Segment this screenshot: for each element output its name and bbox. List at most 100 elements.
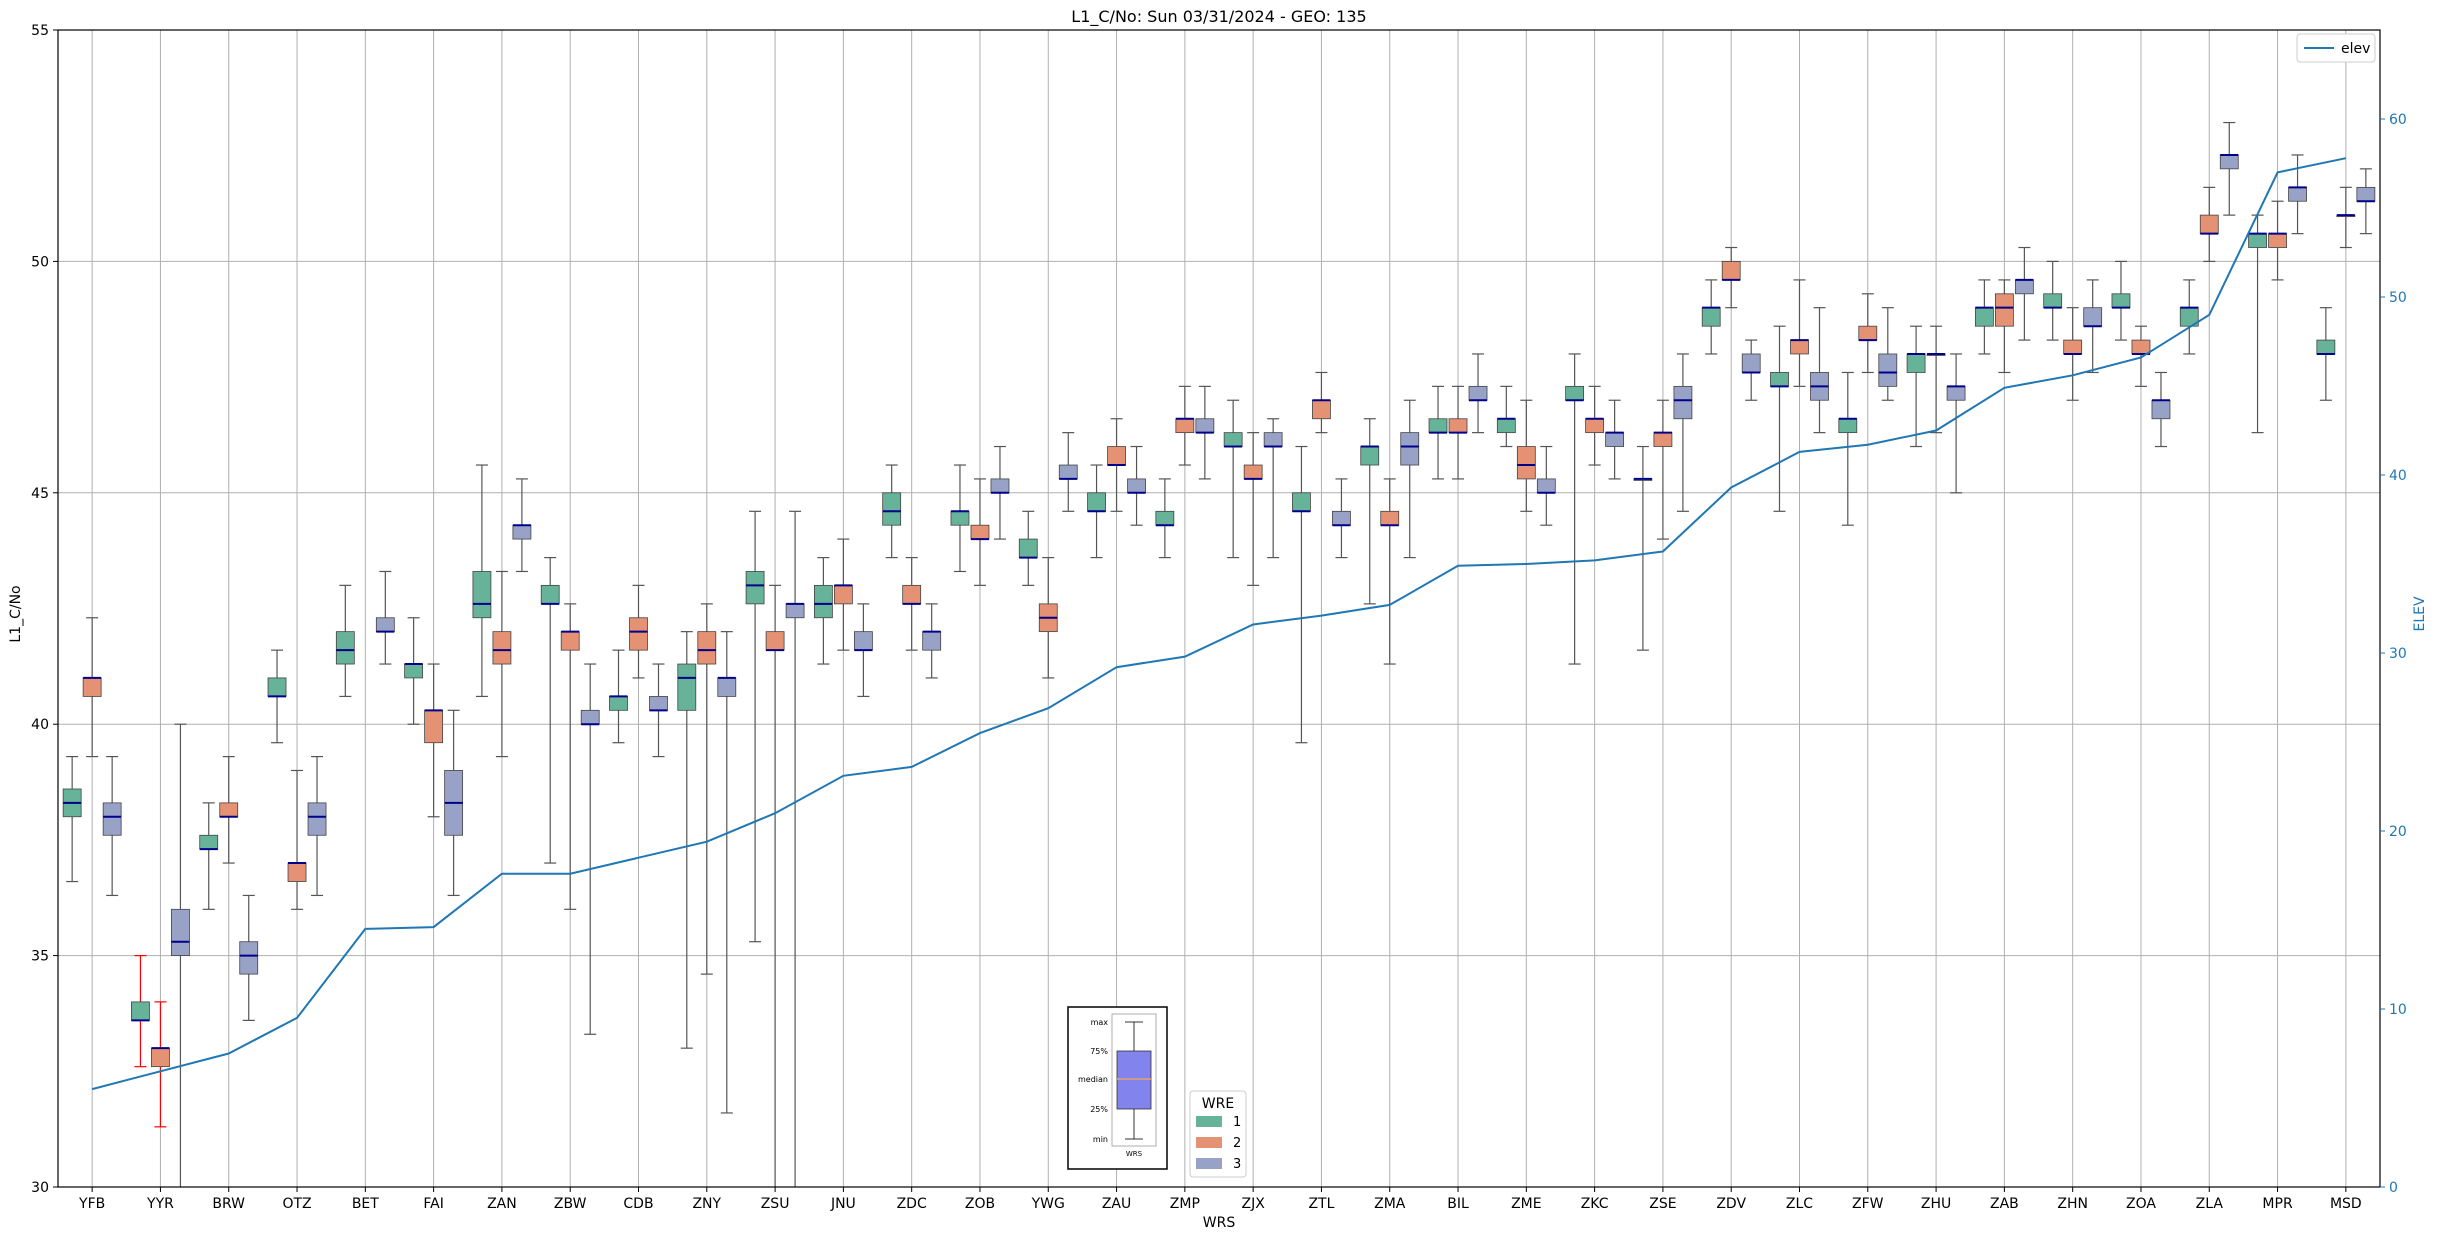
x-tick-label: MSD [2330,1196,2362,1212]
legend-wre-swatch [1196,1158,1222,1169]
box-zse-wre3 [1673,385,1693,420]
x-tick-label: CDB [623,1196,653,1212]
box-zob-wre3 [990,478,1010,494]
grid [58,29,2380,1188]
box-zbw-wre3 [580,709,600,725]
box-zbw-wre1 [540,584,560,605]
y2-axis-label: ELEV [2412,596,2428,631]
boxes [62,153,2376,1068]
box-zmp-wre2 [1175,418,1195,434]
box-zoa-wre3 [2151,399,2171,420]
y2-tick-label: 10 [2389,1002,2407,1018]
boxplot-explainer: max 75% median 25% min WRS [1067,1006,1168,1170]
legend-wre-swatch [1196,1116,1222,1127]
y-tick-label: 50 [31,254,49,270]
box-msd-wre1 [2316,339,2336,355]
box-zhn-wre1 [2043,293,2063,309]
box-zan-wre3 [512,524,532,540]
x-tick-label: ZMP [1170,1196,1200,1212]
box-zoa-wre2 [2131,339,2151,355]
explainer-box [1116,1050,1152,1110]
box-zdv-wre1 [1701,307,1721,327]
box-zjx-wre3 [1263,432,1283,447]
y-axis-label: L1_C/No [8,585,24,642]
box-ztl-wre1 [1292,492,1311,512]
legend-wre-swatch [1196,1137,1222,1148]
y-tick-label: 55 [31,23,49,39]
box-brw-wre3 [239,941,259,975]
y2-tick-label: 40 [2389,468,2407,484]
box-jnu-wre3 [853,631,873,651]
box-brw-wre1 [199,834,219,850]
box-zab-wre2 [1994,293,2014,327]
box-cdb-wre3 [649,696,668,711]
x-tick-label: ZHN [2057,1196,2088,1212]
box-zbw-wre2 [560,631,580,651]
explainer-xlabel: WRS [1126,1150,1143,1158]
y-tick-label: 45 [31,486,49,502]
box-bil-wre1 [1428,418,1448,434]
elev-line-group [91,157,2347,1091]
y-tick-label: 35 [31,949,49,965]
elev-line [91,157,2347,1091]
y2-tick-label: 50 [2389,290,2407,306]
box-zsu-wre1 [745,571,765,605]
x-tick-label: ZSU [761,1196,790,1212]
box-zsu-wre2 [765,631,785,651]
x-tick-label: ZMA [1374,1196,1406,1212]
x-tick-label: BET [352,1196,379,1212]
legend-wre: WRE 1 2 3 [1189,1090,1247,1178]
x-tick-label: ZOA [2126,1196,2156,1212]
x-tick-label: ZOB [965,1196,995,1212]
box-ywg-wre3 [1058,464,1078,480]
x-tick-label: ZDC [897,1196,927,1212]
box-zau-wre1 [1087,492,1106,512]
box-fai-wre1 [404,663,424,679]
box-zma-wre3 [1400,432,1420,466]
x-tick-label: ZBW [554,1196,587,1212]
box-zjx-wre1 [1223,432,1243,447]
x-tick-label: ZDV [1716,1196,1746,1212]
x-tick-label: YYR [146,1196,174,1212]
box-yyr-wre2 [151,1047,170,1068]
y-tick-label: 40 [31,717,49,733]
box-zob-wre2 [970,524,990,540]
box-cdb-wre2 [629,617,648,651]
box-zsu-wre3 [785,603,805,619]
legend-wre-frame [1189,1090,1247,1178]
box-zme-wre3 [1536,478,1556,494]
box-zse-wre2 [1653,432,1673,447]
box-jnu-wre2 [833,584,853,605]
legend-wre-title: WRE [1202,1096,1234,1112]
x-tick-label: YWG [1031,1196,1065,1212]
x-tick-label: ZTL [1308,1196,1334,1212]
box-zme-wre1 [1496,418,1516,434]
x-tick-label: MPR [2262,1196,2293,1212]
box-zny-wre1 [677,663,697,711]
explainer-label: 75% [1090,1047,1108,1056]
y-tick-label: 30 [31,1180,49,1196]
box-fai-wre2 [424,709,444,744]
x-tick-label: BIL [1447,1196,1469,1212]
box-zma-wre1 [1360,446,1380,466]
legend-elev-frame [2296,33,2376,63]
box-mpr-wre2 [2268,233,2287,248]
box-brw-wre2 [219,802,239,818]
x-tick-label: ZKC [1581,1196,1609,1212]
box-ztl-wre3 [1332,510,1351,526]
box-zny-wre3 [717,677,737,697]
chart-title: L1_C/No: Sun 03/31/2024 - GEO: 135 [1071,7,1366,27]
box-msd-wre3 [2356,186,2376,202]
box-zme-wre2 [1516,446,1536,480]
box-ywg-wre1 [1018,538,1038,558]
box-zla-wre3 [2219,154,2239,170]
box-zkc-wre3 [1605,432,1625,447]
box-bil-wre2 [1448,418,1468,434]
x-axis-label: WRS [1203,1215,1236,1231]
y2-tick-label: 0 [2389,1180,2398,1196]
box-zdc-wre3 [922,631,942,651]
x-tick-label: ZME [1511,1196,1542,1212]
box-zmp-wre1 [1155,510,1175,526]
box-zab-wre3 [2014,279,2034,295]
